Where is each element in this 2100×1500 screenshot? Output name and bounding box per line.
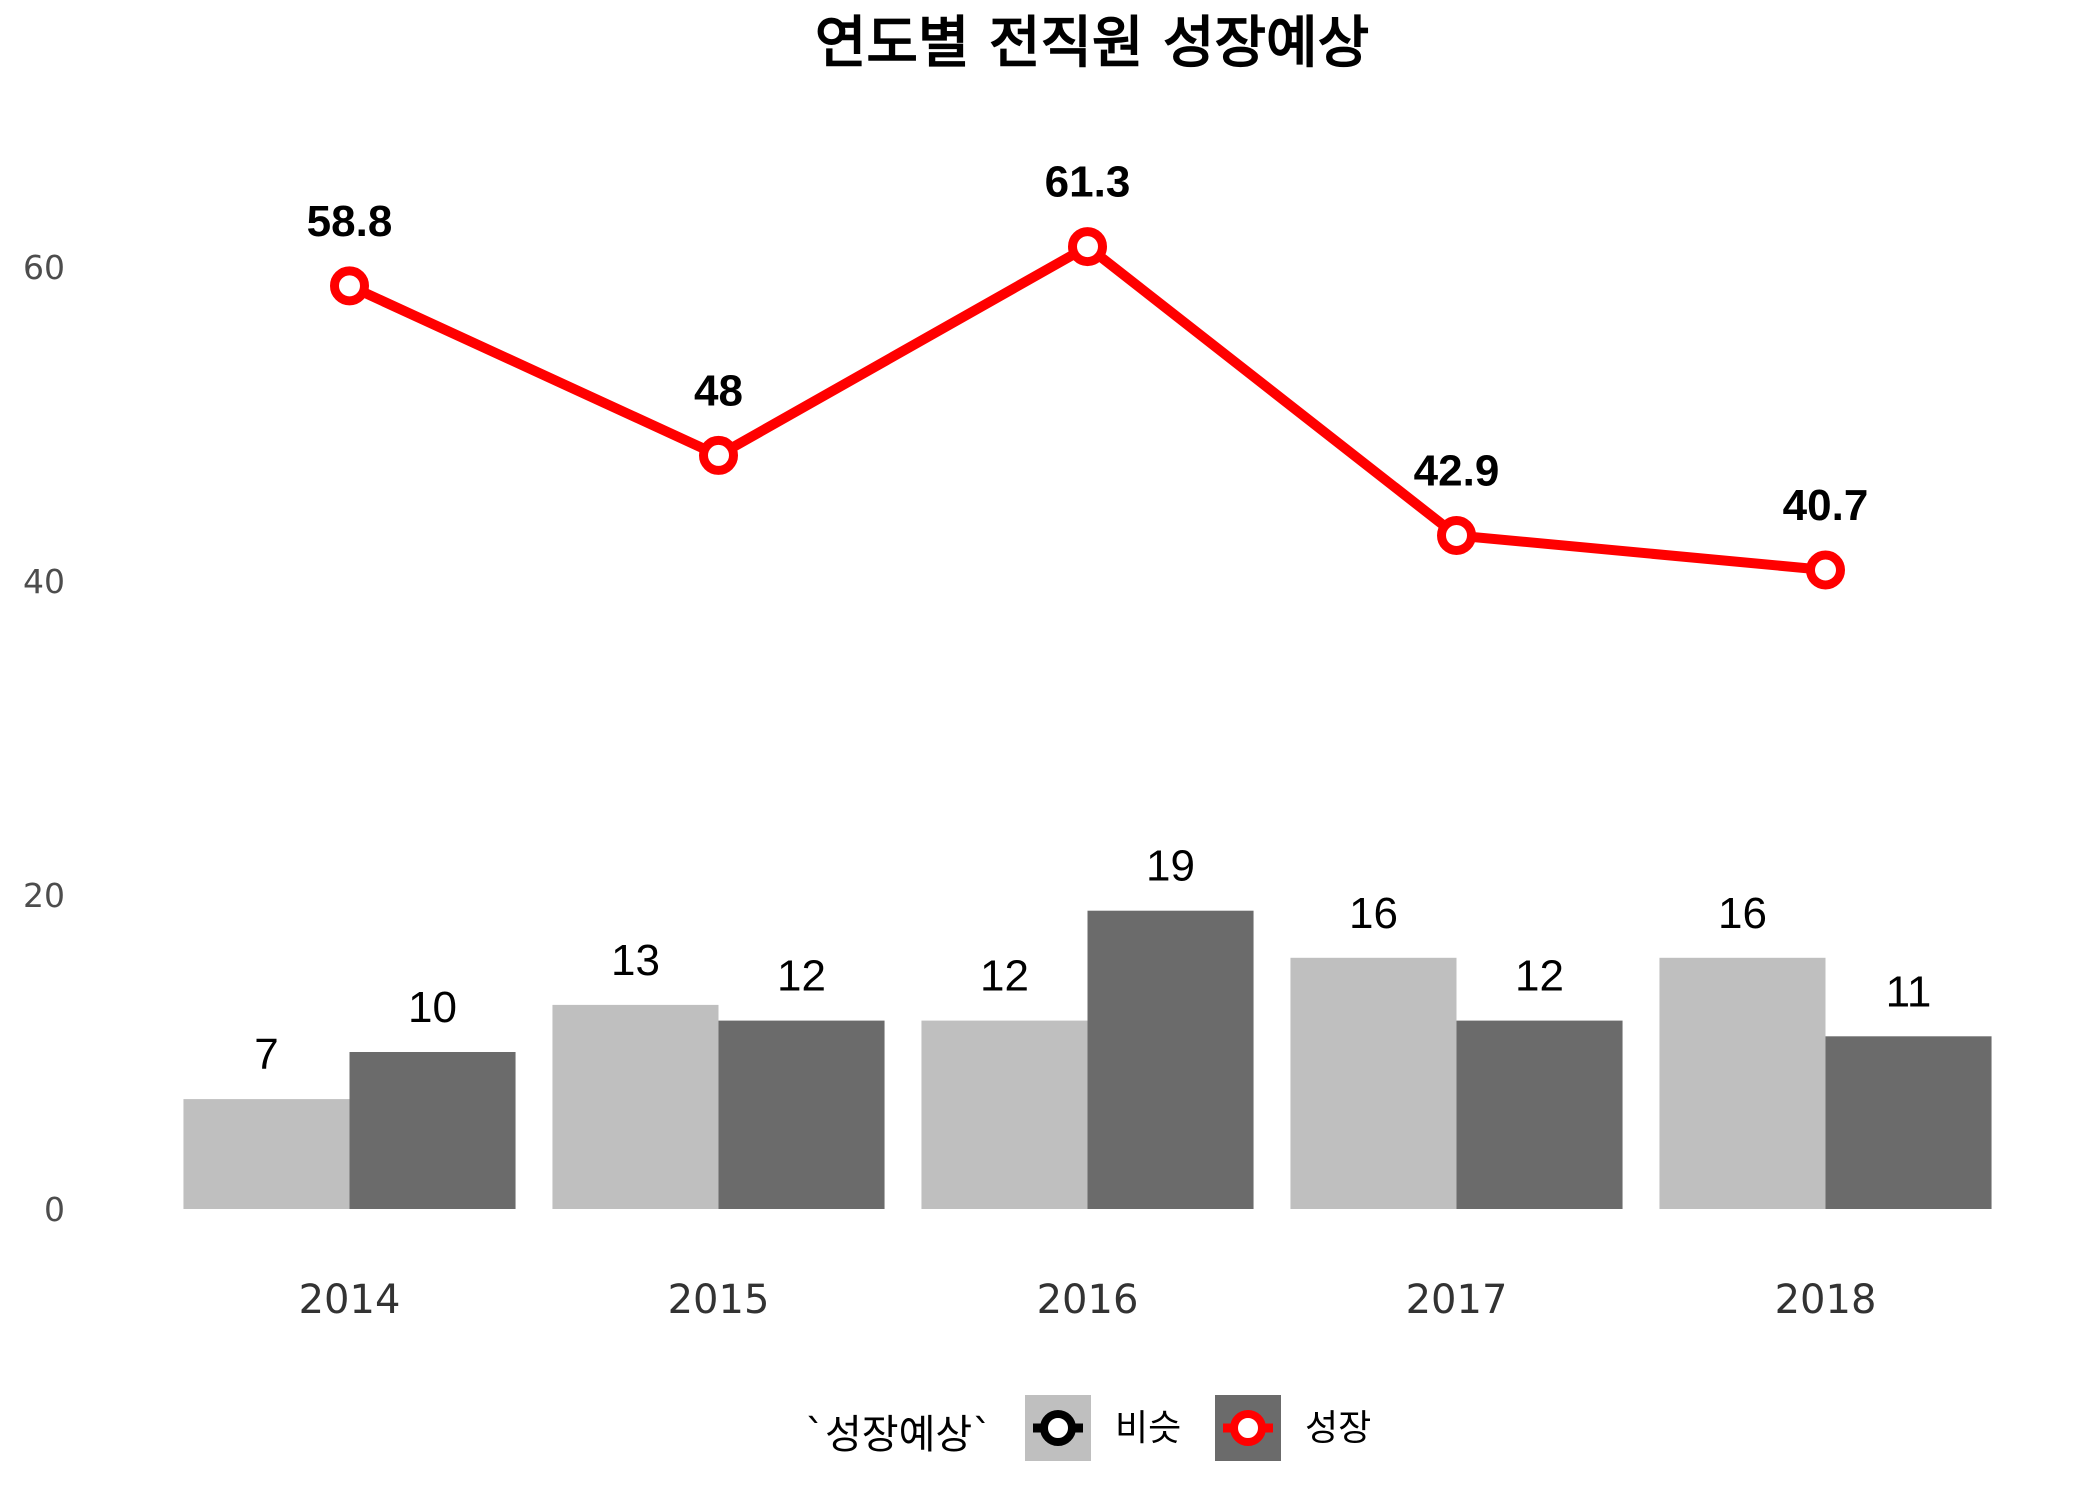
- line-value-label: 40.7: [1783, 481, 1869, 530]
- bar-value-label: 13: [611, 936, 660, 985]
- x-tick-label: 2018: [1775, 1277, 1877, 1323]
- y-axis: 0 20 40 60: [23, 248, 65, 1229]
- x-axis: 2014 2015 2016 2017 2018: [299, 1277, 1877, 1323]
- bar-value-label: 11: [1886, 967, 1932, 1016]
- bar-성장: [1087, 910, 1254, 1209]
- x-tick-label: 2016: [1037, 1277, 1139, 1323]
- legend-label: 비슷: [1115, 1408, 1181, 1449]
- line-point: [1806, 550, 1845, 590]
- y-tick-label: 20: [23, 876, 65, 915]
- bar-비슷: [183, 1099, 350, 1209]
- bar-value-label: 10: [408, 983, 457, 1032]
- bar-value-label: 12: [777, 952, 826, 1001]
- legend-key-marker: [1040, 1410, 1076, 1446]
- x-tick-label: 2014: [299, 1277, 401, 1323]
- line-point: [1437, 515, 1476, 555]
- bar-성장: [1456, 1020, 1623, 1209]
- bar-series: [183, 910, 1992, 1209]
- line-value-label: 61.3: [1045, 158, 1131, 207]
- line-point: [699, 435, 738, 475]
- line-path: [344, 241, 1831, 576]
- legend-title: `성장예상`: [805, 1412, 992, 1458]
- y-tick-label: 40: [23, 562, 65, 601]
- bar-비슷: [552, 1004, 719, 1209]
- y-tick-label: 0: [44, 1190, 65, 1229]
- bar-data-labels: 7 13 12 16 16 10 12 19 12 11: [254, 842, 1931, 1079]
- line-data-labels: 58.8 48 61.3 42.9 40.7: [307, 158, 1869, 530]
- bar-비슷: [921, 1020, 1088, 1209]
- bar-value-label: 12: [1515, 952, 1564, 1001]
- bar-value-label: 16: [1349, 889, 1398, 938]
- line-series: [330, 227, 1845, 590]
- bar-value-label: 16: [1718, 889, 1767, 938]
- line-value-label: 42.9: [1414, 446, 1500, 495]
- legend-key-marker: [1230, 1410, 1266, 1446]
- bar-value-label: 12: [980, 952, 1029, 1001]
- x-tick-label: 2015: [668, 1277, 770, 1323]
- chart-title: 연도별 전직원 성장예상: [815, 11, 1369, 76]
- bar-value-label: 7: [254, 1030, 278, 1079]
- legend-label: 성장: [1305, 1408, 1371, 1449]
- bar-성장: [349, 1052, 516, 1209]
- bar-value-label: 19: [1146, 842, 1195, 891]
- bar-성장: [718, 1020, 885, 1209]
- y-tick-label: 60: [23, 248, 65, 287]
- line-point: [330, 266, 369, 306]
- bar-성장: [1825, 1036, 1992, 1209]
- line-value-label: 48: [694, 366, 743, 415]
- bar-비슷: [1659, 957, 1826, 1209]
- line-point: [1068, 227, 1107, 267]
- line-value-label: 58.8: [307, 197, 393, 246]
- bar-비슷: [1290, 957, 1457, 1209]
- legend: `성장예상` 비슷 성장: [805, 1395, 1371, 1461]
- x-tick-label: 2017: [1406, 1277, 1508, 1323]
